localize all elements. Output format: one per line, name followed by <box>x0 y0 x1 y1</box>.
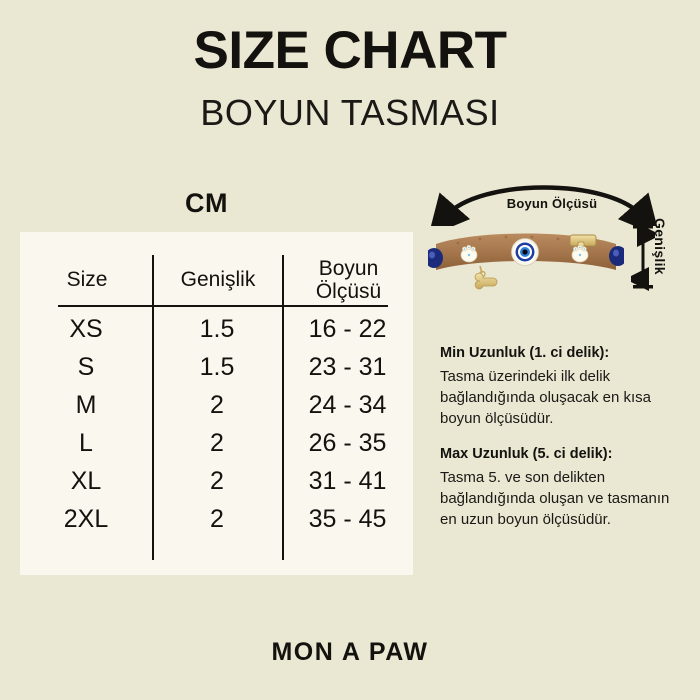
cell-neck: 16 - 22 <box>308 314 387 343</box>
cell-size: XS <box>69 314 103 343</box>
cell-width: 2 <box>210 504 224 533</box>
brand-footer: MON A PAW <box>271 638 429 666</box>
column-header-neck-line1: Boyun <box>318 257 379 281</box>
size-table: Size Genişlik Boyun Ölçüsü XS 1.5 16 - 22 S… <box>20 232 413 575</box>
cell-neck: 31 - 41 <box>308 466 387 495</box>
arc-label: Boyun Ölçüsü <box>506 196 598 211</box>
collar-diagram: Boyun Ölçüsü <box>424 178 690 328</box>
cell-size: M <box>75 390 97 419</box>
collar-image <box>428 233 624 290</box>
page-title: SIZE CHART <box>193 21 508 80</box>
table-row: M 2 24 - 34 <box>20 386 413 424</box>
width-measure-arrow-icon <box>631 223 655 291</box>
cell-width: 1.5 <box>199 314 235 343</box>
note-body: Tasma üzerindeki ilk delik bağlandığında… <box>440 367 651 428</box>
column-header-width: Genişlik <box>180 268 256 292</box>
notes-section: Min Uzunluk (1. ci delik): Tasma üzerinde… <box>440 344 672 545</box>
table-row: 2XL 2 35 - 45 <box>20 500 413 538</box>
cell-width: 2 <box>210 466 224 495</box>
table-row: XL 2 31 - 41 <box>20 462 413 500</box>
column-header-neck-line2: Ölçüsü <box>315 279 382 303</box>
note-block: Max Uzunluk (5. ci delik): Tasma 5. ve so… <box>440 445 672 531</box>
cell-neck: 24 - 34 <box>308 390 387 419</box>
neck-measure-arc-icon <box>428 185 660 226</box>
cell-size: L <box>79 428 93 457</box>
page-subtitle: BOYUN TASMASI <box>200 92 500 133</box>
table-header-rule <box>58 305 388 307</box>
note-title: Min Uzunluk (1. ci delik): <box>440 345 610 361</box>
table-row: S 1.5 23 - 31 <box>20 348 413 386</box>
note-title: Max Uzunluk (5. ci delik): <box>440 445 613 462</box>
cell-width: 2 <box>210 390 224 419</box>
cell-size: 2XL <box>63 504 109 533</box>
cell-neck: 35 - 45 <box>308 504 387 533</box>
cell-size: S <box>77 352 95 381</box>
table-row: XS 1.5 16 - 22 <box>20 310 413 348</box>
table-row: L 2 26 - 35 <box>20 424 413 462</box>
column-header-neck: Boyun Ölçüsü <box>284 258 413 303</box>
cell-neck: 23 - 31 <box>308 352 387 381</box>
unit-label: CM <box>185 188 228 218</box>
note-block: Min Uzunluk (1. ci delik): Tasma üzerinde… <box>440 344 672 430</box>
cell-width: 2 <box>210 428 224 457</box>
cell-width: 1.5 <box>199 352 235 381</box>
table-body: XS 1.5 16 - 22 S 1.5 23 - 31 M 2 24 - 34 L 2 26 - 3… <box>20 310 413 538</box>
table-divider-1 <box>152 255 154 560</box>
width-label: Genişlik <box>652 218 668 275</box>
cell-size: XL <box>70 466 102 495</box>
size-table-panel: Size Genişlik Boyun Ölçüsü XS 1.5 16 - 22 S… <box>20 232 413 575</box>
note-body: Tasma 5. ve son delikten bağlandığında o… <box>440 468 670 529</box>
table-divider-2 <box>282 255 284 560</box>
column-header-size: Size <box>66 268 108 292</box>
cell-neck: 26 - 35 <box>308 428 387 457</box>
